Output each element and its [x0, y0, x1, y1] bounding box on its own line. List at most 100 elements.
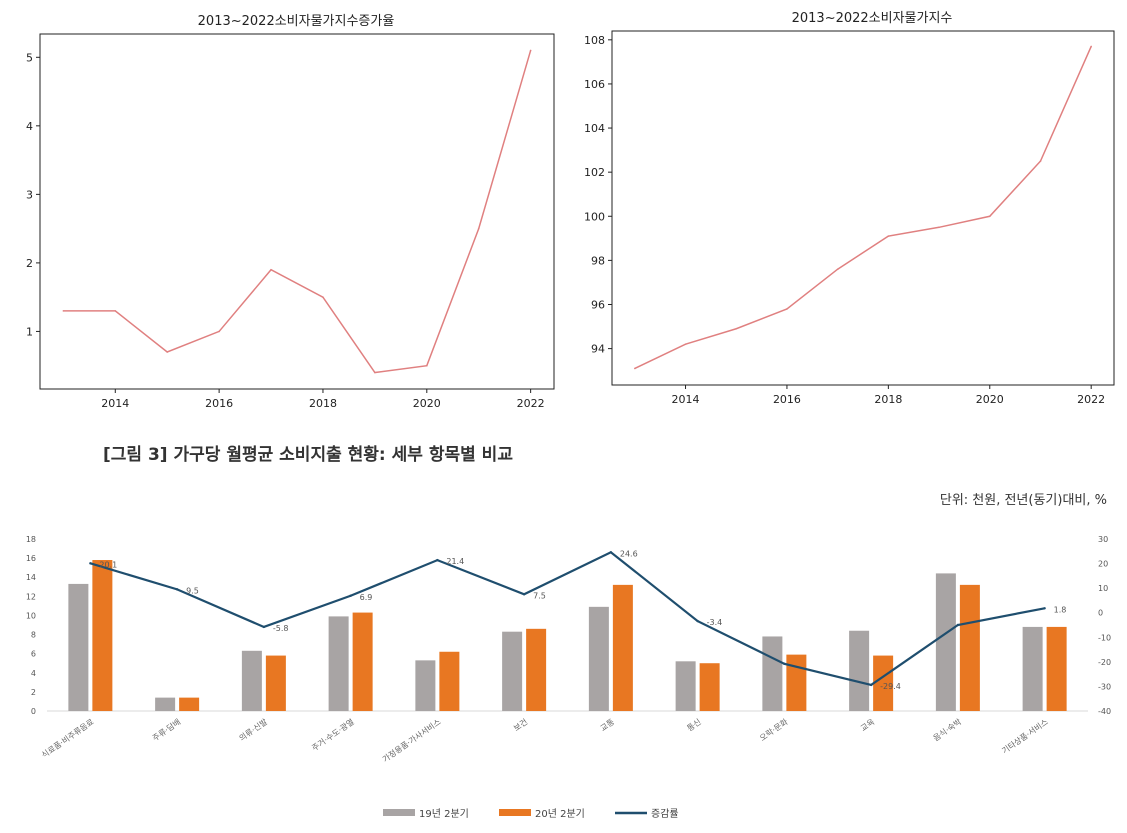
bar-19q2	[936, 573, 956, 711]
y-tick-label: 2	[26, 257, 33, 270]
y-tick-label: 100	[584, 210, 605, 223]
left-axis-tick-label: 14	[26, 573, 36, 582]
change-rate-label: 20.1	[99, 560, 117, 569]
bar-19q2	[762, 636, 782, 711]
y-tick-label: 94	[591, 343, 605, 356]
chart-cpi-index: 2013~2022소비자물가지수 2014 2016 2018 2020 2022 94 9…	[580, 0, 1127, 420]
bar-19q2	[1023, 627, 1043, 711]
chart-title: 2013~2022소비자물가지수증가율	[198, 14, 395, 29]
category-label: 의류·신발	[237, 716, 269, 743]
plot-frame	[40, 34, 554, 389]
change-rate-label: 7.5	[533, 591, 546, 600]
bar-20q2	[1047, 627, 1067, 711]
left-axis-tick-label: 8	[31, 631, 36, 640]
x-tick-label: 2016	[773, 393, 801, 406]
right-axis-tick-label: 0	[1098, 609, 1103, 618]
bar-20q2	[700, 663, 720, 711]
bar-19q2	[68, 584, 88, 711]
x-tick-label: 2018	[309, 397, 337, 410]
bar-20q2	[786, 655, 806, 711]
cpi-index-svg: 2013~2022소비자물가지수 2014 2016 2018 2020 2022 94 9…	[580, 0, 1127, 420]
y-tick-label: 1	[26, 325, 33, 338]
left-axis-tick-label: 16	[26, 554, 36, 563]
change-rate-label: -5.8	[273, 624, 289, 633]
category-label: 교통	[599, 717, 616, 733]
data-point	[634, 368, 636, 370]
series-line	[635, 46, 1091, 368]
household-spending-svg: 0 2 4 6 8 10 12 14 16 18 30 20 10 0 -10 -20 -30 -40 식료품·비주…	[0, 525, 1127, 829]
x-tick-label: 2022	[517, 397, 545, 410]
bar-20q2	[526, 629, 546, 711]
category-label: 보건	[511, 716, 529, 733]
plot-frame	[612, 31, 1114, 385]
data-point	[786, 308, 788, 310]
change-rate-point	[89, 562, 91, 564]
data-point	[530, 50, 532, 52]
x-tick-label: 2020	[413, 397, 441, 410]
right-axis-tick-label: 10	[1098, 584, 1108, 593]
change-rate-point	[610, 551, 612, 553]
change-rate-label: -3.4	[707, 618, 723, 627]
x-tick-label: 2022	[1077, 393, 1105, 406]
category-label: 기타상품·서비스	[1000, 716, 1050, 755]
unit-label: 단위: 천원, 전년(동기)대비, %	[940, 489, 1107, 508]
data-point	[322, 296, 324, 298]
change-rate-label: 9.5	[186, 586, 199, 595]
change-rate-label: 21.4	[446, 557, 464, 566]
y-tick-label: 106	[584, 78, 605, 91]
change-rate-point	[176, 588, 178, 590]
bar-19q2	[242, 651, 262, 711]
left-axis-tick-label: 2	[31, 688, 36, 697]
change-rate-point	[523, 593, 525, 595]
bar-20q2	[353, 613, 373, 711]
data-point	[114, 310, 116, 312]
left-axis-tick-label: 0	[31, 707, 36, 716]
change-rate-label: 24.6	[620, 549, 638, 558]
legend-label: 증감률	[651, 808, 679, 820]
change-rate-point	[957, 624, 959, 626]
y-tick-label: 108	[584, 34, 605, 47]
right-axis-tick-label: -40	[1098, 707, 1111, 716]
y-tick-label: 96	[591, 298, 605, 311]
category-label: 주거·수도·광열	[310, 716, 356, 752]
category-label: 주류·담배	[150, 716, 182, 743]
data-point	[426, 365, 428, 367]
bar-19q2	[415, 660, 435, 711]
data-point	[270, 269, 272, 271]
bar-20q2	[92, 560, 112, 711]
right-axis-tick-label: -30	[1098, 682, 1111, 691]
data-point	[1040, 160, 1042, 162]
series-line	[63, 50, 530, 372]
bar-19q2	[155, 698, 175, 711]
category-label: 교육	[859, 717, 876, 733]
data-point	[685, 343, 687, 345]
x-tick-label: 2020	[976, 393, 1004, 406]
y-tick-label: 104	[584, 122, 605, 135]
right-axis-tick-label: 30	[1098, 535, 1108, 544]
category-label: 통신	[686, 717, 703, 733]
right-axis-tick-label: -10	[1098, 633, 1111, 642]
right-axis-tick-label: 20	[1098, 560, 1108, 569]
data-point	[1090, 46, 1092, 48]
change-rate-point	[1043, 607, 1045, 609]
category-label: 음식·숙박	[931, 716, 963, 743]
data-point	[478, 228, 480, 230]
left-axis-tick-label: 4	[31, 669, 36, 678]
y-tick-label: 98	[591, 254, 605, 267]
category-label: 가정용품·가사서비스	[380, 716, 442, 764]
cpi-growth-rate-svg: 2013~2022소비자물가지수증가율 2014 2016 2018 2020 2022…	[0, 0, 565, 420]
category-label: 오락·문화	[758, 716, 790, 743]
legend-label: 20년 2분기	[535, 808, 585, 820]
bar-19q2	[849, 631, 869, 711]
change-rate-point	[436, 559, 438, 561]
y-tick-label: 4	[26, 120, 33, 133]
data-point	[374, 372, 376, 374]
legend-label: 19년 2분기	[419, 808, 469, 820]
chart-household-spending: 0 2 4 6 8 10 12 14 16 18 30 20 10 0 -10 -20 -30 -40 식료품·비주…	[0, 525, 1127, 829]
x-tick-label: 2016	[205, 397, 233, 410]
bar-19q2	[502, 632, 522, 711]
left-axis-tick-label: 10	[26, 611, 36, 620]
data-point	[218, 331, 220, 333]
chart-cpi-growth-rate: 2013~2022소비자물가지수증가율 2014 2016 2018 2020 2022…	[0, 0, 565, 420]
data-point	[837, 268, 839, 270]
